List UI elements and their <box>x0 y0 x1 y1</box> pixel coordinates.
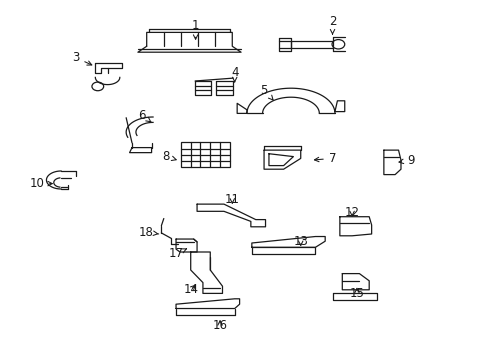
Text: 17: 17 <box>168 247 186 260</box>
Text: 16: 16 <box>212 319 227 332</box>
Text: 8: 8 <box>162 150 176 163</box>
Bar <box>181 142 229 167</box>
Text: 13: 13 <box>293 235 307 248</box>
Text: 10: 10 <box>29 177 52 190</box>
Text: 5: 5 <box>260 84 272 100</box>
Text: 3: 3 <box>72 51 92 65</box>
Text: 7: 7 <box>314 152 336 165</box>
Text: 2: 2 <box>328 15 336 34</box>
Text: 15: 15 <box>349 287 364 300</box>
Text: 11: 11 <box>224 193 239 206</box>
Text: 4: 4 <box>230 66 238 82</box>
Text: 12: 12 <box>344 206 359 219</box>
Text: 18: 18 <box>138 226 159 239</box>
Text: 6: 6 <box>138 109 150 122</box>
Text: 9: 9 <box>398 154 414 167</box>
Text: 1: 1 <box>191 19 199 39</box>
Text: 14: 14 <box>183 283 198 296</box>
